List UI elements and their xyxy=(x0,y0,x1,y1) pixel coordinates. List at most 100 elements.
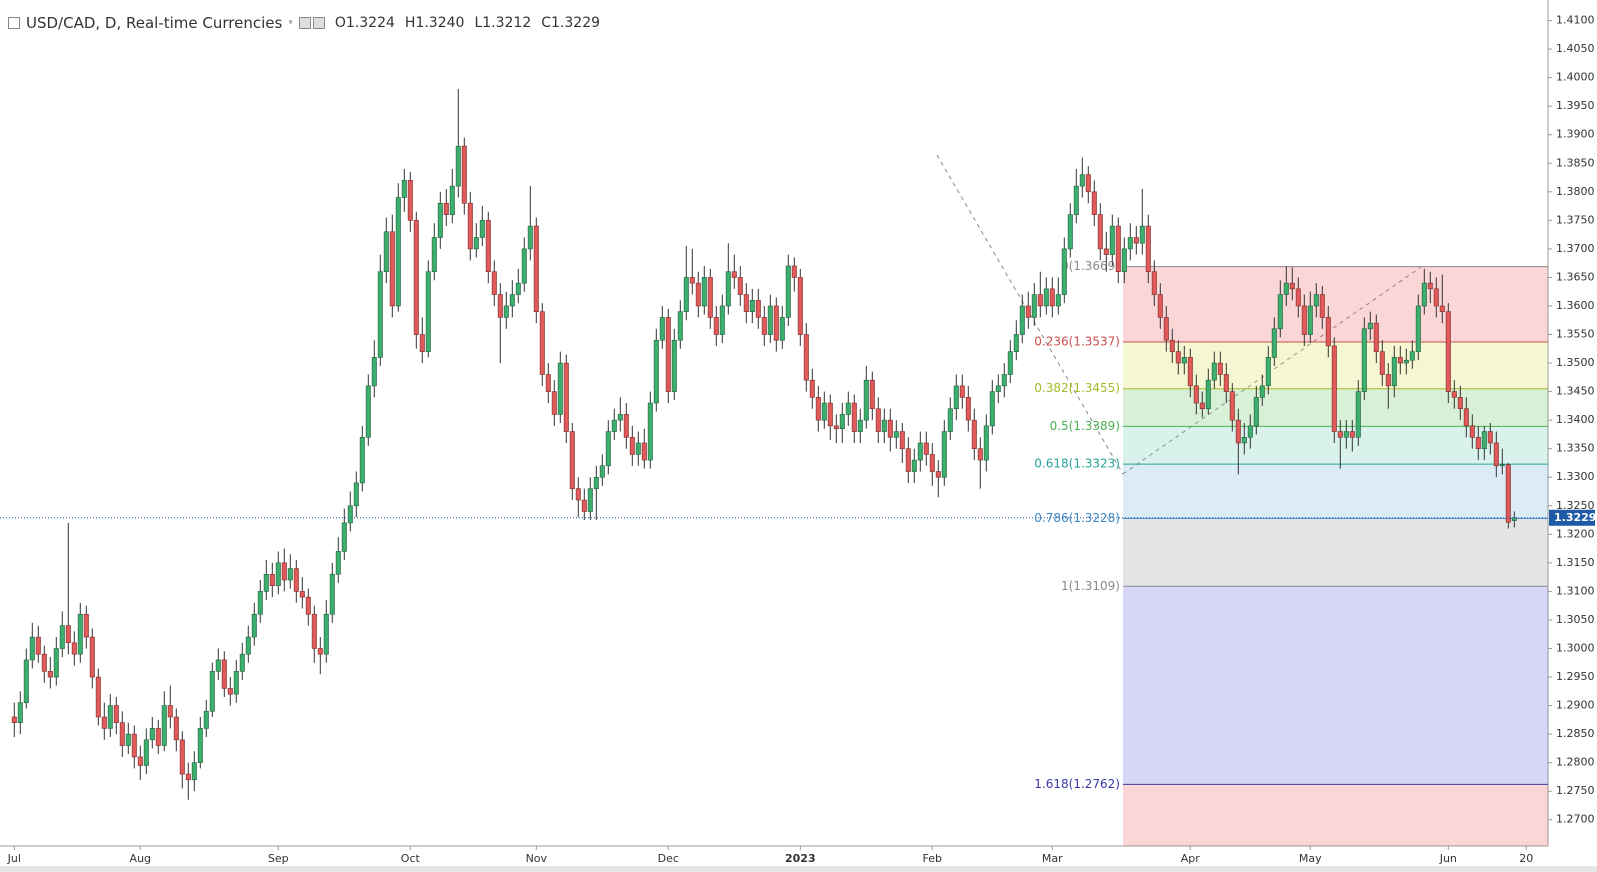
y-tick-label: 1.2750 xyxy=(1556,784,1595,797)
candle-body xyxy=(1211,362,1217,381)
candle-body xyxy=(629,436,635,455)
candle-body xyxy=(1151,271,1157,295)
y-tick-label: 1.4000 xyxy=(1556,71,1595,84)
close-icon[interactable] xyxy=(312,17,325,29)
candle-body xyxy=(557,362,563,415)
scrollbar[interactable] xyxy=(0,866,1597,872)
candle-body xyxy=(935,471,941,478)
y-tick-label: 1.3700 xyxy=(1556,242,1595,255)
candle-body xyxy=(1499,464,1505,467)
candle-body xyxy=(1397,357,1403,364)
candle-body xyxy=(257,591,263,615)
candle-body xyxy=(569,431,575,489)
fib-zone xyxy=(1123,586,1548,785)
fib-label: 1(1.3109) xyxy=(1061,579,1120,593)
y-tick-label: 1.3600 xyxy=(1556,299,1595,312)
candle-body xyxy=(785,265,791,318)
candle-body xyxy=(683,277,689,312)
candle-body xyxy=(1385,374,1391,387)
candle-body xyxy=(1133,237,1139,244)
x-tick-label: Aug xyxy=(130,852,151,865)
candle-body xyxy=(389,231,395,307)
candle-body xyxy=(797,277,803,335)
y-tick-label: 1.2900 xyxy=(1556,699,1595,712)
candle-body xyxy=(977,448,983,461)
candle-body xyxy=(731,271,737,278)
y-tick-label: 1.3050 xyxy=(1556,613,1595,626)
candle-body xyxy=(815,397,821,421)
candle-body xyxy=(671,339,677,392)
y-tick-label: 1.4100 xyxy=(1556,14,1595,27)
candle-body xyxy=(431,237,437,273)
dropdown[interactable]: ▾ xyxy=(288,18,293,28)
candle-body xyxy=(191,762,197,781)
candle-body xyxy=(713,317,719,335)
candle-body xyxy=(1475,436,1481,449)
y-tick-label: 1.2700 xyxy=(1556,813,1595,826)
candle-body xyxy=(1193,385,1199,404)
candle-body xyxy=(827,402,833,427)
candle-body xyxy=(137,756,143,766)
candle-body xyxy=(1181,357,1187,364)
candle-body xyxy=(1157,294,1163,318)
collapse-icon[interactable] xyxy=(8,17,20,29)
candle-body xyxy=(89,636,95,678)
x-tick-label: Oct xyxy=(401,852,421,865)
fib-label: 0.236(1.3537) xyxy=(1034,334,1120,348)
candle-body xyxy=(1439,305,1445,312)
ohlc-prefix: C xyxy=(541,15,552,31)
candle-body xyxy=(989,391,995,427)
candle-body xyxy=(455,145,461,187)
candle-body xyxy=(749,299,755,312)
candle-body xyxy=(611,419,617,432)
candle-body xyxy=(1487,431,1493,444)
candle-body xyxy=(293,568,299,592)
candle-body xyxy=(1331,345,1337,432)
settings-icon[interactable] xyxy=(298,17,311,29)
candle-body xyxy=(695,282,701,307)
candle-body xyxy=(1103,248,1109,255)
y-tick-label: 1.3100 xyxy=(1556,584,1595,597)
symbol: USD/CAD, D, Real-time Currencies xyxy=(26,14,283,32)
y-tick-label: 1.3350 xyxy=(1556,442,1595,455)
candle-body xyxy=(215,659,221,672)
candle-body xyxy=(101,716,107,729)
candle-body xyxy=(401,180,407,198)
candle-body xyxy=(1445,311,1451,392)
y-tick-label: 1.2800 xyxy=(1556,756,1595,769)
last-price-tag xyxy=(1549,509,1595,526)
candle-body xyxy=(1379,351,1385,375)
y-tick-label: 1.2950 xyxy=(1556,670,1595,683)
candle-body xyxy=(575,488,581,501)
candle-body xyxy=(1367,322,1373,330)
candle-body xyxy=(395,197,401,307)
candle-body xyxy=(11,716,17,723)
candle-body xyxy=(1265,357,1271,387)
candle-body xyxy=(875,408,881,432)
candle-body xyxy=(869,379,875,410)
y-tick-label: 1.4050 xyxy=(1556,42,1595,55)
candle-body xyxy=(527,225,533,250)
candle-body xyxy=(1187,357,1193,387)
candle-body xyxy=(41,653,47,672)
candle-body xyxy=(1229,391,1235,421)
candle-body xyxy=(593,476,599,489)
candle-body xyxy=(1421,282,1427,307)
candle-body xyxy=(833,425,839,430)
candle-body xyxy=(755,299,761,318)
candle-body xyxy=(1115,225,1121,273)
candle-body xyxy=(941,431,947,478)
candle-body xyxy=(17,702,23,723)
candle-body xyxy=(1199,402,1205,410)
candle-body xyxy=(665,317,671,392)
candle-body xyxy=(1019,305,1025,335)
candle-body xyxy=(1049,288,1055,307)
x-tick-label: Sep xyxy=(268,852,289,865)
candle-body xyxy=(707,277,713,318)
x-tick-label: Jun xyxy=(1439,852,1457,865)
candle-body xyxy=(1085,174,1091,193)
candle-body xyxy=(1355,391,1361,438)
candle-body xyxy=(29,636,35,661)
candle-body xyxy=(167,705,173,718)
candle-body xyxy=(1505,464,1511,523)
